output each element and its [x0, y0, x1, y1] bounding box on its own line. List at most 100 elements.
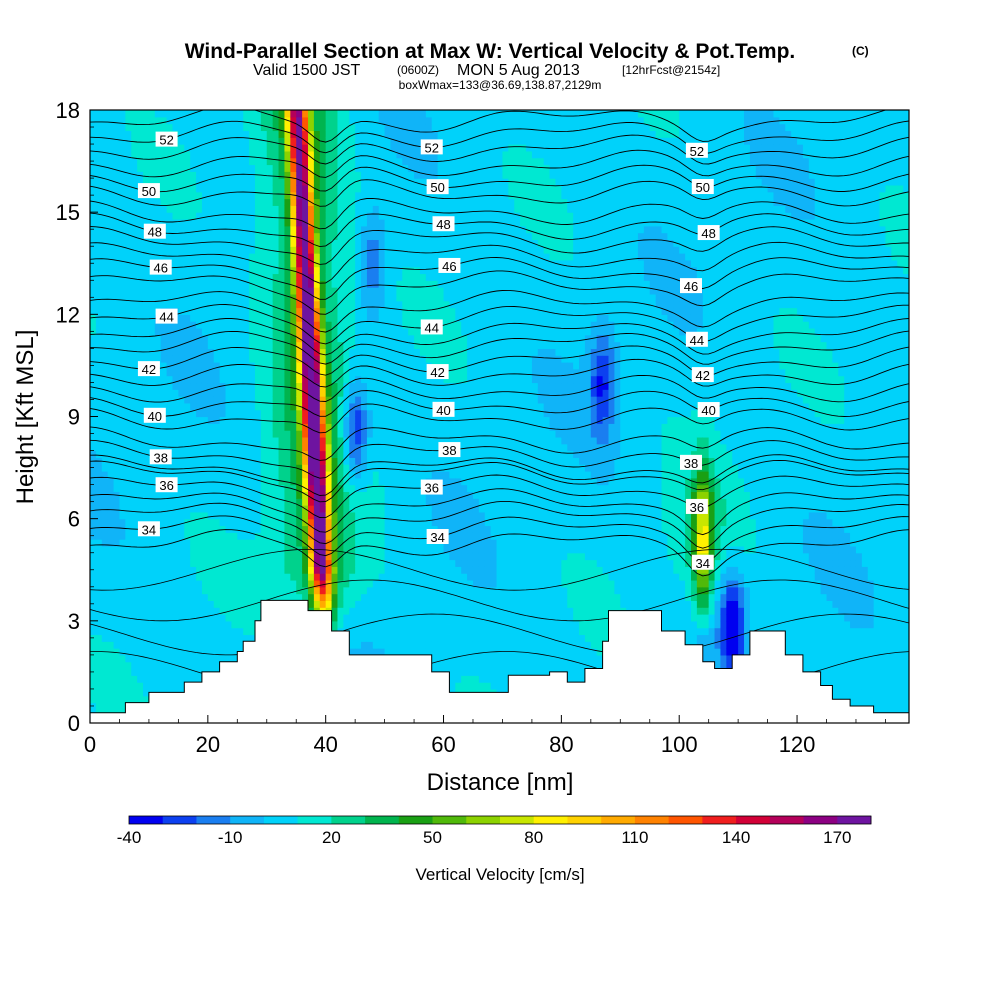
velocity-cell: [243, 396, 250, 404]
velocity-cell: [107, 491, 115, 499]
velocity-cell: [166, 668, 174, 676]
velocity-cell: [290, 239, 297, 247]
velocity-cell: [154, 198, 162, 206]
velocity-cell: [119, 566, 126, 574]
velocity-cell: [331, 246, 339, 254]
velocity-cell: [201, 614, 209, 622]
velocity-cell: [337, 137, 344, 145]
velocity-cell: [213, 368, 221, 377]
velocity-cell: [125, 470, 132, 479]
velocity-cell: [284, 416, 291, 424]
velocity-cell: [290, 450, 297, 458]
velocity-cell: [378, 266, 386, 275]
velocity-cell: [119, 539, 126, 547]
velocity-cell: [249, 341, 256, 349]
velocity-cell: [207, 491, 215, 499]
velocity-cell: [219, 477, 227, 486]
velocity-cell: [249, 368, 256, 377]
velocity-cell: [107, 450, 115, 458]
velocity-cell: [196, 116, 203, 125]
velocity-cell: [390, 559, 397, 567]
velocity-cell: [408, 464, 415, 472]
velocity-cell: [254, 355, 262, 363]
velocity-cell: [272, 552, 280, 561]
velocity-cell: [207, 184, 215, 193]
velocity-cell: [296, 450, 303, 458]
velocity-cell: [125, 511, 132, 520]
velocity-cell: [125, 477, 132, 486]
velocity-cell: [390, 457, 397, 465]
velocity-cell: [213, 620, 221, 629]
velocity-cell: [143, 443, 150, 452]
velocity-cell: [260, 110, 268, 118]
velocity-cell: [402, 307, 409, 315]
velocity-cell: [190, 396, 197, 404]
velocity-cell: [184, 430, 191, 438]
velocity-cell: [95, 464, 103, 472]
velocity-cell: [390, 525, 397, 533]
velocity-cell: [408, 607, 415, 615]
velocity-cell: [95, 682, 103, 690]
velocity-cell: [113, 702, 121, 710]
velocity-cell: [302, 511, 309, 520]
velocity-cell: [390, 423, 397, 431]
velocity-cell: [378, 348, 386, 356]
velocity-cell: [95, 157, 103, 166]
velocity-cell: [396, 368, 403, 377]
velocity-cell: [260, 123, 268, 132]
velocity-cell: [378, 150, 386, 159]
velocity-cell: [160, 389, 168, 397]
velocity-cell: [284, 293, 291, 302]
velocity-cell: [319, 552, 327, 561]
velocity-cell: [337, 253, 344, 261]
velocity-cell: [143, 150, 150, 159]
velocity-cell: [302, 178, 309, 186]
velocity-cell: [355, 198, 362, 206]
velocity-cell: [143, 436, 150, 445]
velocity-cell: [408, 382, 415, 390]
velocity-cell: [154, 348, 162, 356]
velocity-cell: [290, 287, 297, 295]
velocity-cell: [154, 157, 162, 166]
velocity-cell: [396, 505, 403, 513]
velocity-cell: [390, 110, 397, 118]
velocity-cell: [184, 225, 191, 234]
velocity-cell: [254, 566, 262, 574]
velocity-cell: [313, 137, 321, 145]
velocity-cell: [219, 157, 227, 166]
velocity-cell: [184, 668, 191, 676]
velocity-cell: [355, 464, 362, 472]
velocity-cell: [237, 579, 244, 588]
velocity-cell: [390, 259, 397, 268]
velocity-cell: [101, 396, 109, 404]
velocity-cell: [184, 334, 191, 343]
velocity-cell: [184, 184, 191, 193]
velocity-cell: [119, 368, 126, 377]
velocity-cell: [148, 382, 156, 390]
velocity-cell: [113, 402, 121, 411]
velocity-cell: [272, 137, 280, 145]
velocity-cell: [278, 355, 286, 363]
velocity-cell: [266, 191, 274, 200]
velocity-cell: [207, 436, 215, 445]
velocity-cell: [107, 668, 115, 676]
velocity-cell: [254, 409, 262, 418]
velocity-cell: [384, 396, 392, 404]
velocity-cell: [278, 436, 286, 445]
velocity-cell: [349, 614, 356, 622]
velocity-cell: [390, 539, 397, 547]
velocity-cell: [337, 191, 344, 200]
velocity-cell: [101, 348, 109, 356]
velocity-cell: [254, 518, 262, 527]
velocity-cell: [378, 314, 386, 322]
velocity-cell: [396, 130, 403, 138]
velocity-cell: [278, 430, 286, 438]
velocity-cell: [254, 205, 262, 213]
velocity-cell: [90, 552, 97, 561]
velocity-cell: [396, 430, 403, 438]
velocity-cell: [372, 137, 380, 145]
velocity-cell: [343, 341, 350, 349]
velocity-cell: [148, 212, 156, 220]
velocity-cell: [137, 300, 144, 309]
velocity-cell: [272, 559, 280, 567]
